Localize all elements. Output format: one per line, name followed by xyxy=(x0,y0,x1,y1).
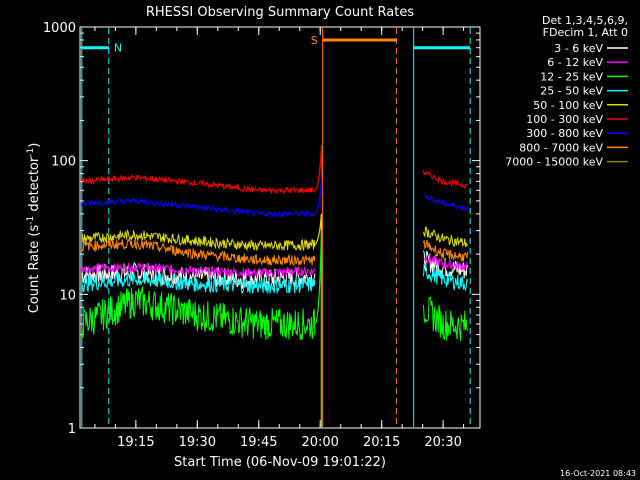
x-tick-label-5: 20:30 xyxy=(424,435,461,450)
legend-label-4: 50 - 100 keV xyxy=(533,99,603,112)
plot-frame xyxy=(79,26,481,429)
y-tick-label-0: 1 xyxy=(68,422,76,437)
flare-rise-2 xyxy=(314,213,323,428)
series-line-3-1 xyxy=(423,263,469,292)
legend-label-1: 6 - 12 keV xyxy=(547,56,603,69)
legend-label-8: 7000 - 15000 keV xyxy=(505,156,603,169)
series-line-5-0 xyxy=(81,174,316,195)
series-line-1-1 xyxy=(423,254,468,272)
series-line-5-1 xyxy=(423,169,469,190)
y-axis-label: Count Rate (s-1 detector-1) xyxy=(26,143,42,314)
x-axis-ticks: 19:15 19:30 19:45 20:00 20:15 20:30 xyxy=(94,27,465,450)
legend-label-0: 3 - 6 keV xyxy=(554,42,603,55)
x-tick-label-4: 20:15 xyxy=(363,435,400,450)
flare-rise-3 xyxy=(314,230,323,428)
x-tick-label-2: 19:45 xyxy=(240,435,277,450)
legend: Det 1,3,4,5,6,9,FDecim 1, Att 0 3 - 6 keV… xyxy=(505,14,628,169)
series-line-4-0 xyxy=(81,229,316,252)
series-line-6-1 xyxy=(423,193,469,213)
legend-header-0: Det 1,3,4,5,6,9, xyxy=(542,14,628,27)
y-tick-label-3: 1000 xyxy=(43,21,76,36)
y-axis-ticks: 1 10 100 1000 xyxy=(43,21,480,437)
footer-timestamp: 16-Oct-2021 08:43 xyxy=(560,469,636,478)
series-line-3-0 xyxy=(81,270,316,294)
legend-header-1: FDecim 1, Att 0 xyxy=(543,26,628,39)
legend-label-5: 100 - 300 keV xyxy=(526,113,603,126)
x-axis-label: Start Time (06-Nov-09 19:01:22) xyxy=(174,455,386,470)
x-tick-label-3: 20:00 xyxy=(301,435,338,450)
series-line-7-1 xyxy=(423,240,469,263)
x-tick-label-1: 19:30 xyxy=(179,435,216,450)
svg-text:Count Rate (s-1 detector-1): Count Rate (s-1 detector-1) xyxy=(26,143,42,314)
legend-label-6: 300 - 800 keV xyxy=(526,127,603,140)
x-tick-label-0: 19:15 xyxy=(117,435,154,450)
chart-title: RHESSI Observing Summary Count Rates xyxy=(146,5,415,20)
series-line-2-1 xyxy=(423,296,469,342)
series-line-4-1 xyxy=(423,226,469,248)
series-line-6-0 xyxy=(81,197,316,219)
flare-rise-0 xyxy=(314,145,323,428)
legend-label-7: 800 - 7000 keV xyxy=(519,141,603,154)
data-series xyxy=(81,145,469,428)
legend-label-3: 25 - 50 keV xyxy=(540,85,603,98)
series-line-7-0 xyxy=(81,236,316,266)
y-tick-label-2: 100 xyxy=(51,155,76,170)
series-line-2-0 xyxy=(81,285,316,341)
legend-label-2: 12 - 25 keV xyxy=(540,70,603,83)
y-tick-label-1: 10 xyxy=(59,288,76,303)
annotations: NS xyxy=(81,28,471,427)
series-line-1-0 xyxy=(81,262,316,278)
flare-rise-1 xyxy=(314,177,323,428)
saa-label: S xyxy=(311,34,318,47)
night-label-0: N xyxy=(114,42,122,55)
